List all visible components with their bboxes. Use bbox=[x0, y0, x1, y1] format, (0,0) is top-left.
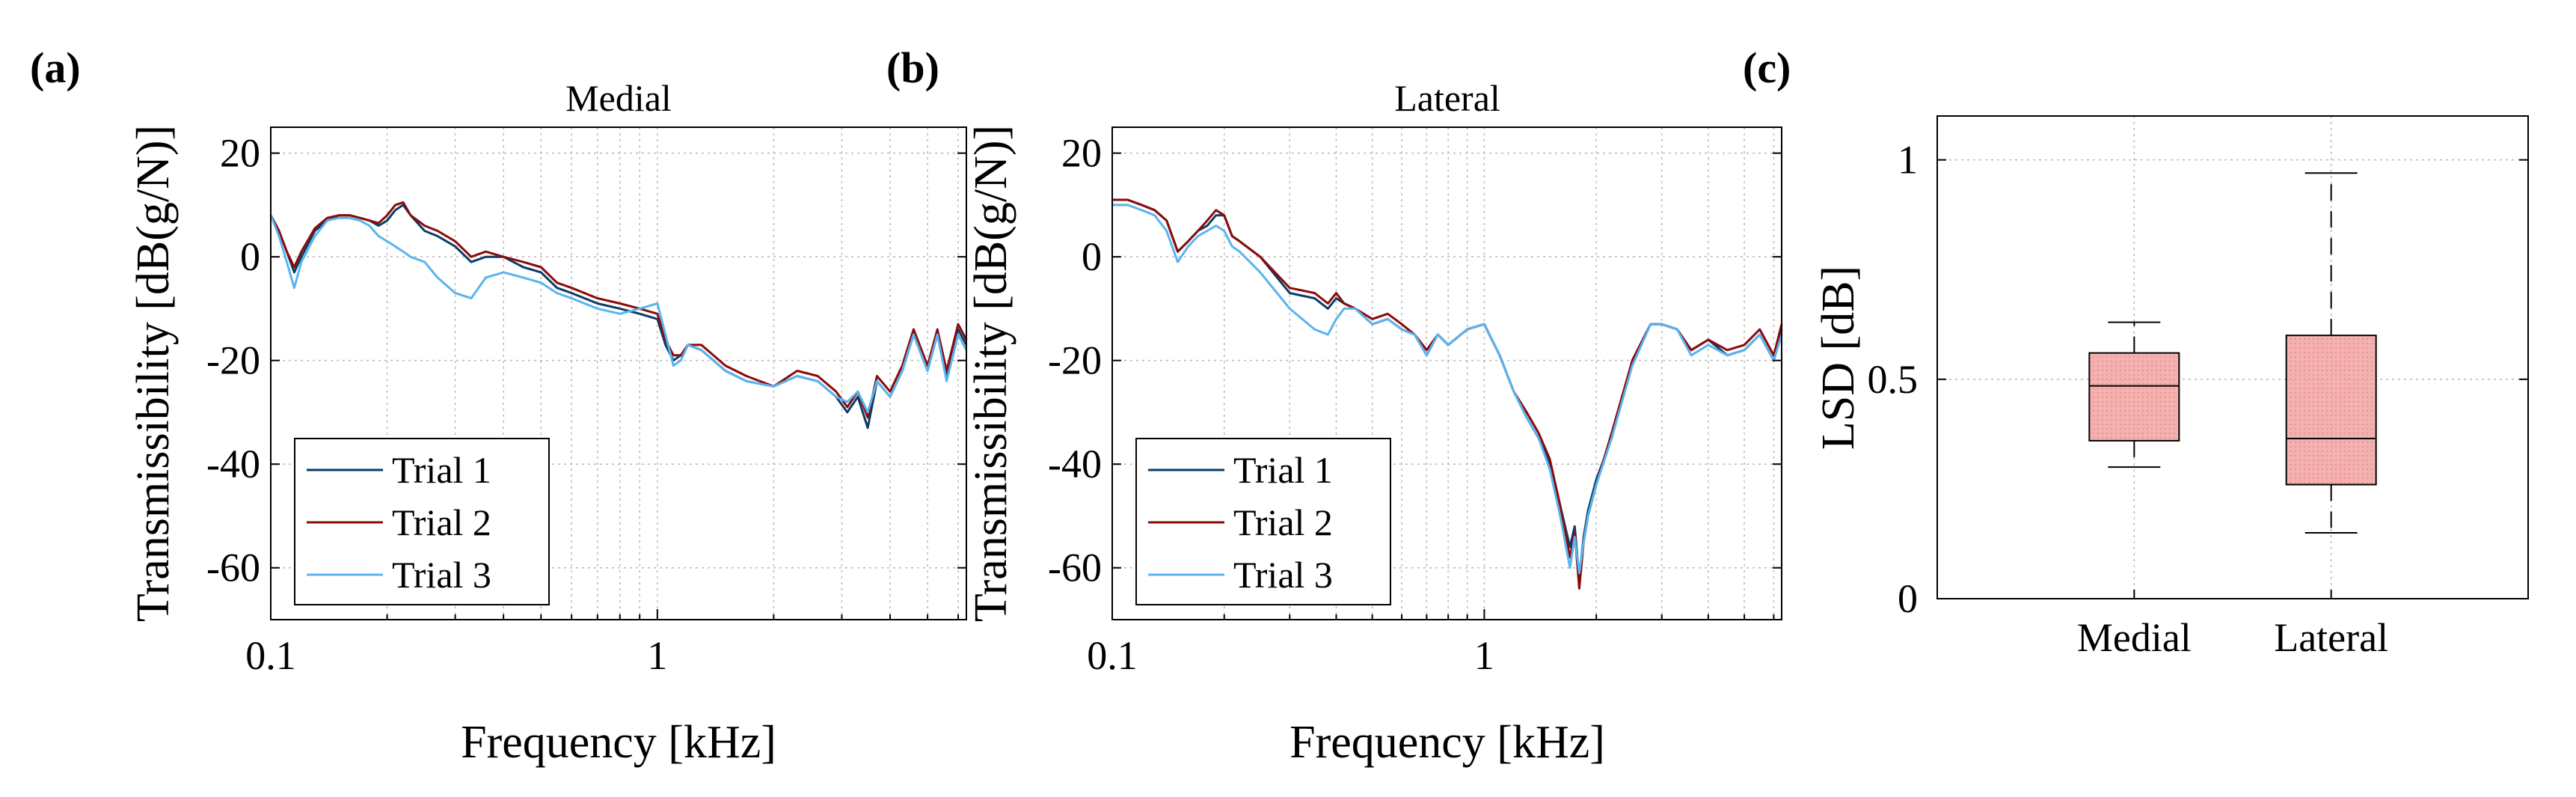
panel-c-iqr-box bbox=[2285, 335, 2377, 486]
panel-b-xtick-label: 0.1 bbox=[1087, 633, 1138, 678]
panel-label-c: (c) bbox=[1743, 43, 1791, 92]
panel-b-series bbox=[1112, 198, 1783, 590]
panel-c-ytick-label: 0 bbox=[1898, 576, 1918, 621]
panel-a-xlabel: Frequency [kHz] bbox=[461, 717, 776, 768]
panel-b-legend-label-trial-3: Trial 3 bbox=[1233, 554, 1333, 596]
panel-c-xtick-label-lateral: Lateral bbox=[2274, 615, 2388, 660]
panel-b-ytick-label: -60 bbox=[1048, 546, 1102, 590]
panel-b-xlabel: Frequency [kHz] bbox=[1289, 717, 1605, 768]
panel-b-grid bbox=[1112, 127, 1782, 620]
panel-a-series bbox=[269, 201, 968, 430]
panel-c-ytick-label: 1 bbox=[1898, 138, 1918, 183]
panel-a-xtick-label: 1 bbox=[647, 633, 667, 678]
panel-a-axes-box bbox=[270, 126, 967, 620]
panel-a-legend-label-trial-2: Trial 2 bbox=[392, 501, 491, 543]
panel-a-legend-label-trial-1: Trial 1 bbox=[392, 449, 491, 491]
panel-b-legend-label-trial-2: Trial 2 bbox=[1233, 501, 1333, 543]
panel-a-ytick-label: -20 bbox=[206, 338, 260, 383]
panel-b-ticks: -60 -40 -20 0 20 0.1 1 bbox=[1048, 131, 1782, 678]
panel-c-iqr-box bbox=[2088, 352, 2180, 442]
panel-c-box-medial bbox=[2088, 321, 2180, 468]
panel-a-ticks: -60 -40 -20 0 20 0.1 1 bbox=[206, 131, 966, 678]
panel-b-lateral-chart: Lateral -60 -40 -20 0 20 0.1 1 Frequency [kHz]… bbox=[966, 77, 1783, 768]
panel-c-boxes bbox=[2088, 172, 2377, 534]
panel-a-ytick-label: -40 bbox=[206, 442, 260, 486]
panel-b-ytick-label: -40 bbox=[1048, 442, 1102, 486]
panel-c-ticks: 0 0.5 1 Medial Lateral bbox=[1868, 138, 2528, 660]
panel-b-xtick-label: 1 bbox=[1474, 633, 1494, 678]
panel-b-series-trial-3 bbox=[1112, 204, 1783, 575]
panel-b-ytick-label: -20 bbox=[1048, 338, 1102, 383]
panel-a-xtick-label: 0.1 bbox=[245, 633, 296, 678]
panel-a-series-trial-2 bbox=[269, 201, 968, 419]
panel-b-ylabel: Transmissibility [dB(g/N)] bbox=[966, 125, 1016, 622]
panel-a-series-trial-1 bbox=[269, 204, 968, 430]
panel-b-legend: Trial 1 Trial 2 Trial 3 bbox=[1135, 438, 1391, 605]
panel-a-ylabel: Transmissibility [dB(g/N)] bbox=[128, 125, 179, 622]
panel-a-ytick-label: -60 bbox=[206, 546, 260, 590]
panel-c-lsd-boxplot: 0 0.5 1 Medial Lateral LSD [dB] bbox=[1813, 115, 2529, 660]
panel-c-axes-box bbox=[1936, 115, 2529, 599]
panel-a-legend: Trial 1 Trial 2 Trial 3 bbox=[294, 438, 550, 605]
panel-label-b: (b) bbox=[886, 43, 939, 92]
panel-c-xtick-label-medial: Medial bbox=[2077, 615, 2192, 660]
panel-a-series-trial-3 bbox=[269, 215, 968, 414]
panel-b-title: Lateral bbox=[1394, 77, 1500, 119]
panel-a-title: Medial bbox=[565, 77, 672, 119]
panel-c-ytick-label: 0.5 bbox=[1868, 357, 1919, 402]
panel-a-ytick-label: 20 bbox=[220, 131, 260, 176]
panel-b-ytick-label: 20 bbox=[1061, 131, 1102, 176]
panel-b-legend-label-trial-1: Trial 1 bbox=[1233, 449, 1333, 491]
panel-label-a: (a) bbox=[30, 43, 81, 92]
panel-b-ytick-label: 0 bbox=[1082, 234, 1102, 279]
panel-a-legend-label-trial-3: Trial 3 bbox=[392, 554, 491, 596]
panel-c-box-lateral bbox=[2285, 172, 2377, 534]
panel-c-grid bbox=[1937, 116, 2528, 599]
panel-c-ylabel: LSD [dB] bbox=[1813, 266, 1864, 450]
panel-a-ytick-label: 0 bbox=[240, 234, 260, 279]
panel-b-axes-box bbox=[1111, 126, 1782, 620]
